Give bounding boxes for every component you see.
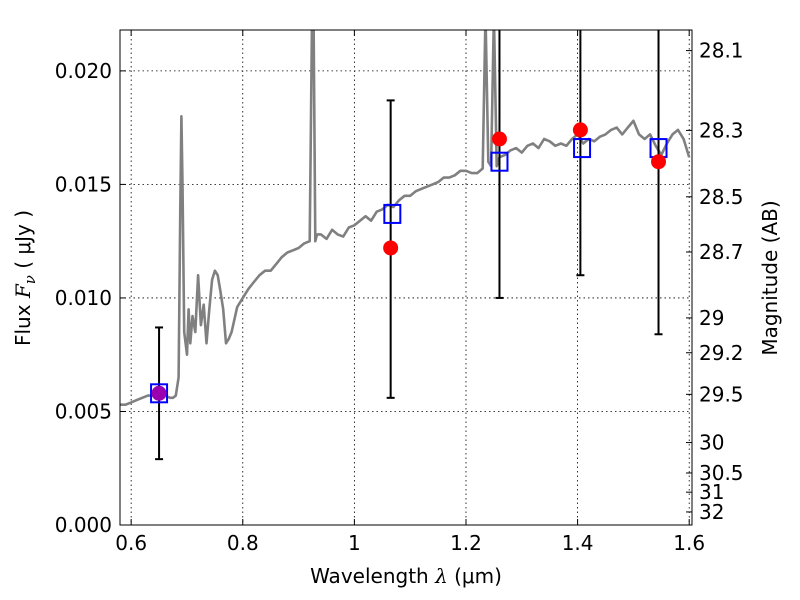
observed-points	[151, 122, 667, 401]
magnitude-tick-label: 32	[699, 500, 724, 524]
magnitude-tick-label: 28.3	[699, 118, 744, 142]
y-tick-label: 0.010	[55, 286, 112, 310]
magnitude-tick-label: 30.5	[699, 461, 744, 485]
observed-point	[651, 154, 667, 170]
x-tick-label: 1	[348, 531, 361, 555]
right-axis-label: Magnitude (AB)	[758, 200, 782, 355]
observed-point	[491, 131, 507, 147]
grid-lines	[120, 30, 692, 526]
magnitude-tick-label: 28.1	[699, 39, 744, 63]
model-band-square	[150, 383, 169, 404]
x-tick-label: 1.6	[673, 531, 705, 555]
magnitude-tick-label: 29.2	[699, 341, 744, 365]
magnitude-tick-label: 28.7	[699, 240, 744, 264]
y-axis-label: Flux Fν ( μJy )	[11, 210, 39, 346]
x-tick-label: 1.2	[450, 531, 482, 555]
y-axis-ticks: 0.000 0.005 0.010 0.015 0.020	[55, 59, 126, 537]
model-band-squares	[150, 138, 668, 404]
magnitude-tick-label: 29.5	[699, 382, 744, 406]
y-tick-label: 0.005	[55, 399, 112, 423]
y-tick-label: 0.020	[55, 59, 112, 83]
x-tick-label: 1.4	[562, 531, 594, 555]
x-axis-ticks: 0.6 0.8 1 1.2 1.4 1.6	[115, 30, 705, 555]
observed-point	[383, 240, 399, 256]
spectrum-layer	[120, 30, 691, 407]
y-tick-label: 0.000	[55, 513, 112, 537]
magnitude-tick-label: 30	[699, 431, 724, 455]
x-tick-label: 0.8	[227, 531, 259, 555]
model-band-square	[490, 151, 509, 172]
model-band-square	[573, 138, 592, 159]
x-tick-label: 0.6	[115, 531, 147, 555]
magnitude-tick-label: 31	[699, 480, 724, 504]
error-bars	[155, 30, 663, 461]
plot-frame	[119, 29, 693, 526]
model-band-square	[383, 203, 402, 224]
x-axis-label: Wavelength λ (μm)	[310, 564, 502, 588]
magnitude-tick-label: 28.5	[699, 185, 744, 209]
observed-point	[151, 385, 167, 401]
y-tick-label: 0.015	[55, 172, 112, 196]
model-spectrum-line	[120, 30, 691, 407]
observed-point	[572, 122, 588, 138]
magnitude-tick-label: 29	[699, 306, 724, 330]
